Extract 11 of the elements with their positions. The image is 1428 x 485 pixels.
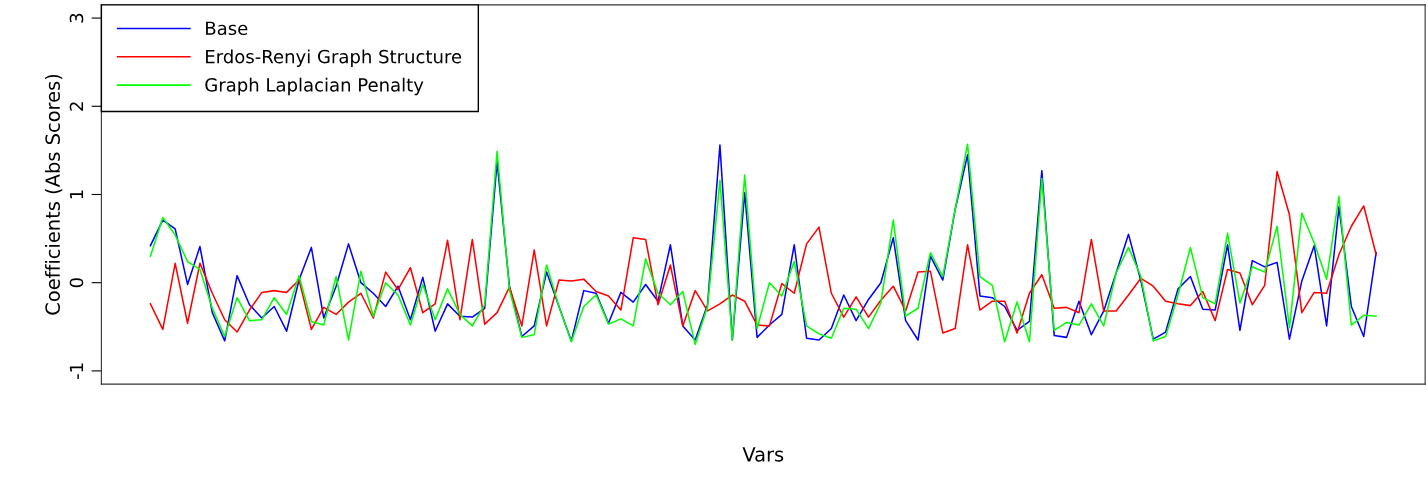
y-tick-label: 0: [69, 278, 84, 288]
legend-label: Erdos-Renyi Graph Structure: [206, 49, 462, 67]
y-tick-label: 1: [69, 190, 84, 199]
line-series: [149, 170, 1377, 334]
y-tick-label: 3: [69, 13, 84, 23]
y-tick-label: -1: [69, 363, 84, 380]
x-axis-title: Vars: [742, 447, 784, 462]
y-axis-title: Coefficients (Abs Scores): [44, 74, 63, 315]
y-tick-label: 2: [69, 102, 84, 111]
legend-label: Base: [206, 21, 248, 36]
legend-label: Graph Laplacian Penalty: [205, 77, 424, 96]
